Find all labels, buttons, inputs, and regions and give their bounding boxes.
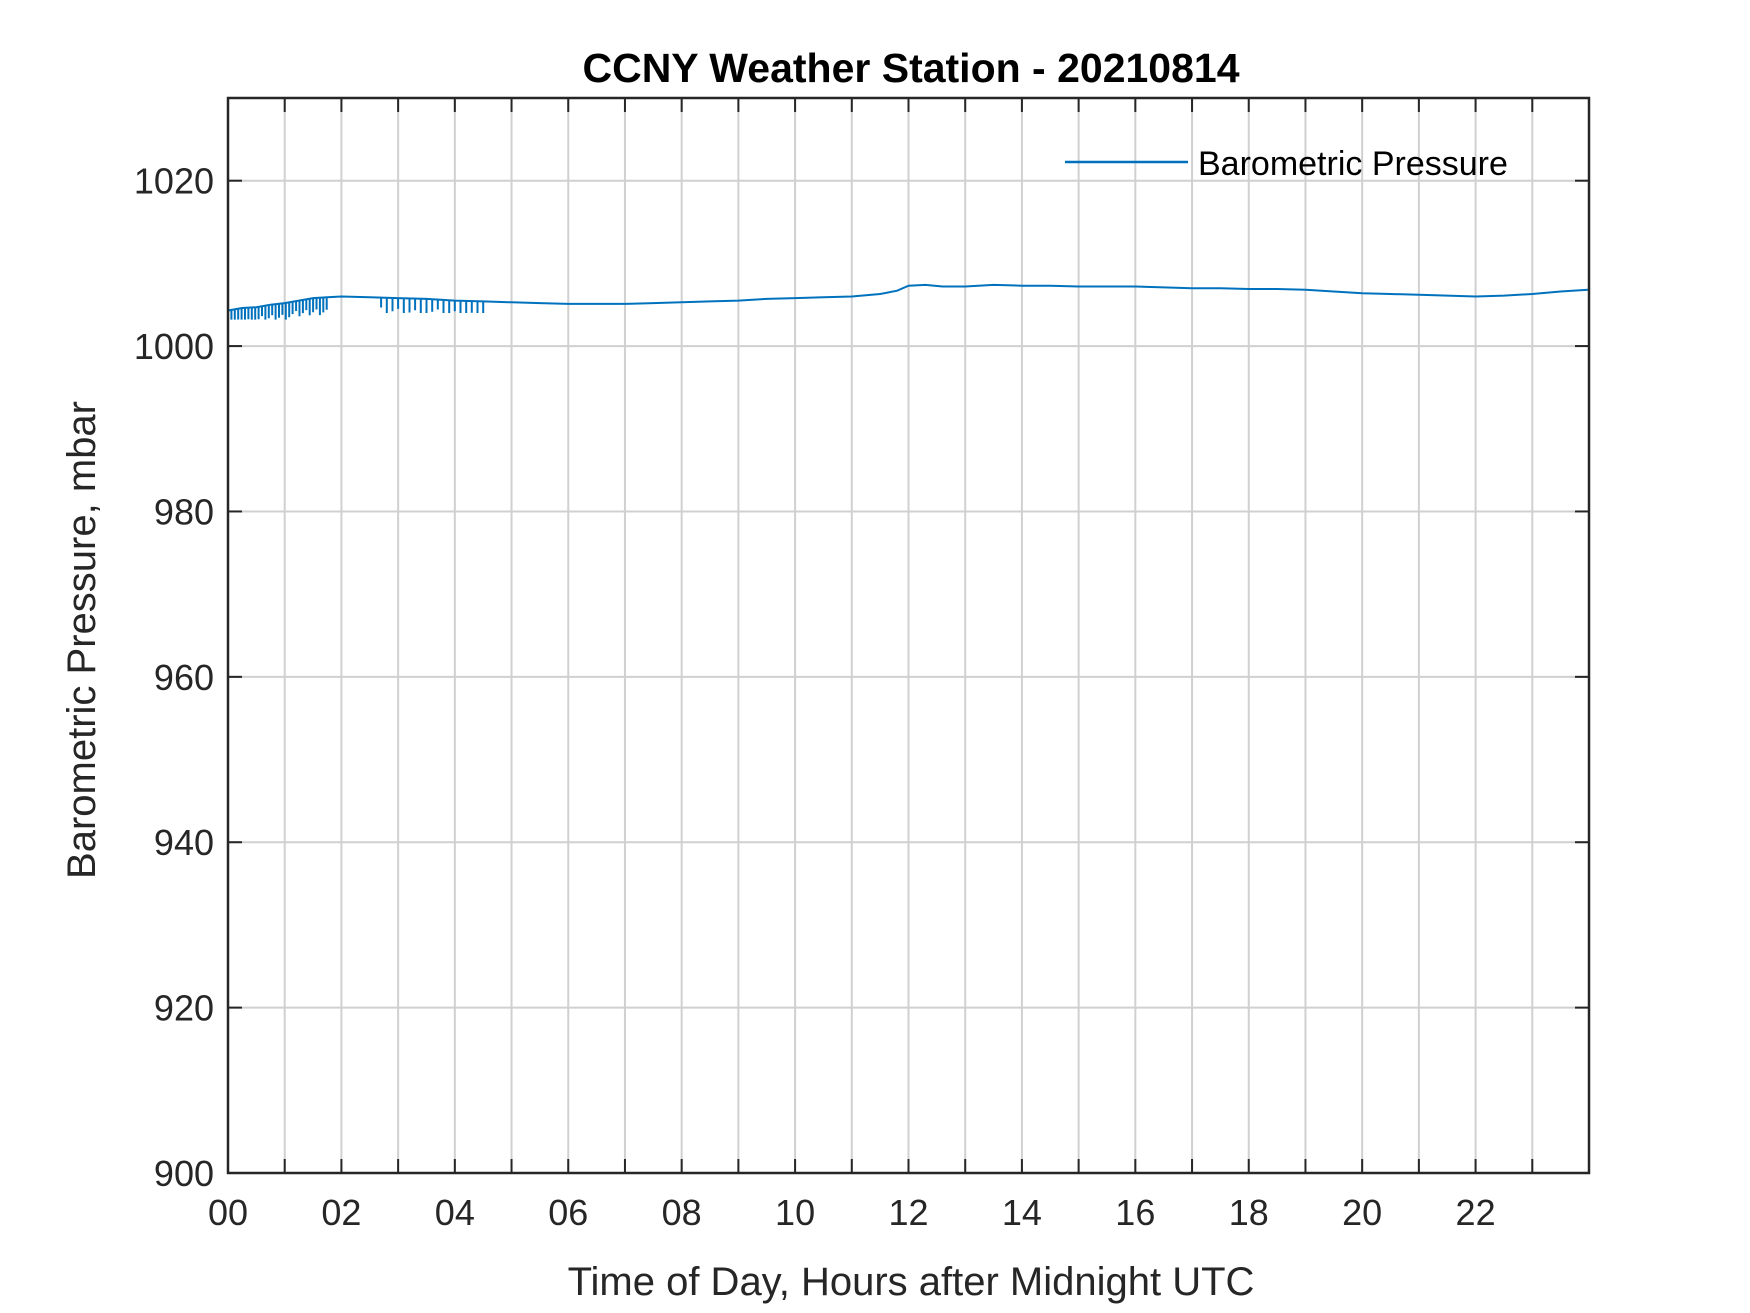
y-tick-label: 920	[154, 988, 214, 1029]
x-tick-label: 00	[208, 1192, 248, 1233]
x-tick-label: 10	[775, 1192, 815, 1233]
y-tick-label: 900	[154, 1153, 214, 1194]
grid-lines	[228, 98, 1589, 1173]
y-tick-label: 980	[154, 491, 214, 532]
x-tick-label: 20	[1342, 1192, 1382, 1233]
x-tick-label: 08	[662, 1192, 702, 1233]
y-axis-label: Barometric Pressure, mbar	[60, 401, 104, 879]
x-tick-label: 18	[1229, 1192, 1269, 1233]
legend: Barometric Pressure	[1065, 145, 1508, 183]
series-line-barometric-pressure	[227, 283, 1588, 312]
x-tick-labels: 00 02 04 06 08 10 12 14 16 18 20 22	[208, 1192, 1496, 1233]
x-tick-label: 06	[548, 1192, 588, 1233]
x-tick-label: 14	[1002, 1192, 1042, 1233]
y-tick-label: 1020	[134, 161, 214, 202]
x-tick-label: 12	[888, 1192, 928, 1233]
chart-title: CCNY Weather Station - 20210814	[582, 45, 1239, 91]
x-tick-label: 02	[321, 1192, 361, 1233]
y-tick-label: 940	[154, 822, 214, 863]
x-axis-label: Time of Day, Hours after Midnight UTC	[568, 1260, 1255, 1304]
x-tick-label: 04	[435, 1192, 475, 1233]
x-tick-label: 16	[1115, 1192, 1155, 1233]
tick-marks	[228, 98, 1589, 1174]
x-tick-label: 22	[1456, 1192, 1496, 1233]
series-lines	[227, 283, 1588, 320]
y-tick-label: 1000	[134, 326, 214, 367]
y-tick-labels: 900 920 940 960 980 1000 1020	[134, 161, 214, 1194]
y-tick-label: 960	[154, 657, 214, 698]
series-noise-spikes	[380, 297, 485, 313]
legend-entry-barometric-pressure: Barometric Pressure	[1198, 145, 1508, 183]
